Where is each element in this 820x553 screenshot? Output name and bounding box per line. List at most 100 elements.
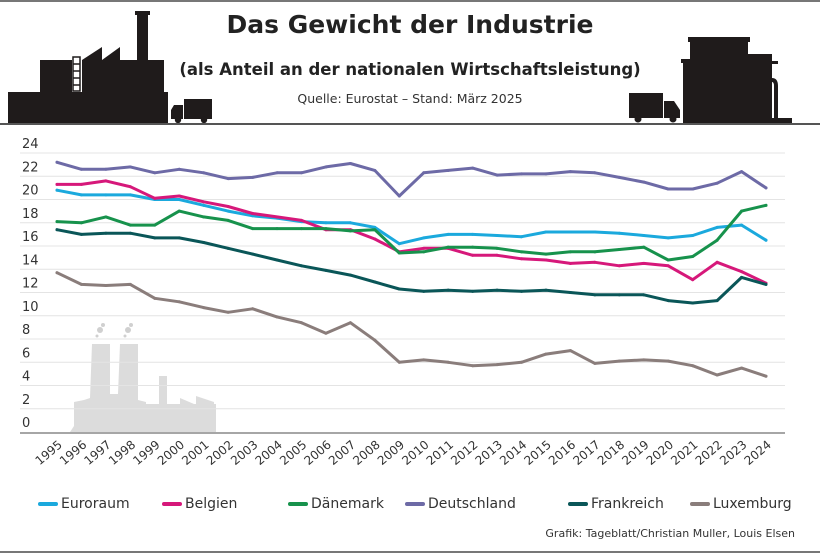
data-point bbox=[642, 180, 646, 184]
data-point bbox=[544, 172, 548, 176]
x-tick-label: 1997 bbox=[81, 438, 113, 468]
data-point bbox=[520, 289, 524, 293]
legend-item-deutschland: Deutschland bbox=[405, 496, 516, 512]
data-point bbox=[740, 209, 744, 213]
legend-swatch bbox=[38, 502, 58, 506]
data-point bbox=[79, 182, 83, 186]
data-point bbox=[593, 230, 597, 234]
data-point bbox=[202, 215, 206, 219]
series-luxemburg bbox=[55, 271, 768, 378]
data-point bbox=[373, 228, 377, 232]
data-point bbox=[397, 251, 401, 255]
y-tick-label: 24 bbox=[22, 137, 39, 152]
data-point bbox=[642, 293, 646, 297]
data-point bbox=[495, 246, 499, 250]
data-point bbox=[715, 238, 719, 242]
data-point bbox=[324, 331, 328, 335]
series-line bbox=[55, 271, 768, 378]
data-point bbox=[55, 228, 59, 232]
chart-subtitle: (als Anteil an der nationalen Wirtschaft… bbox=[179, 60, 641, 79]
legend-item-belgien: Belgien bbox=[162, 496, 237, 512]
legend-label: Deutschland bbox=[428, 496, 516, 512]
data-point bbox=[55, 188, 59, 192]
x-tick-label: 2013 bbox=[473, 438, 505, 468]
series-dänemark bbox=[55, 203, 768, 262]
data-point bbox=[691, 187, 695, 191]
data-point bbox=[79, 232, 83, 236]
data-point bbox=[202, 203, 206, 207]
data-point bbox=[251, 211, 255, 215]
data-point bbox=[251, 227, 255, 231]
series-belgien bbox=[55, 179, 768, 285]
data-point bbox=[324, 227, 328, 231]
chart-title: Das Gewicht der Industrie bbox=[226, 10, 594, 39]
data-point bbox=[520, 172, 524, 176]
data-point bbox=[446, 360, 450, 364]
x-axis-ticks: 1995199619971998199920002001200220032004… bbox=[33, 438, 774, 468]
series-deutschland bbox=[55, 160, 768, 198]
data-point bbox=[617, 293, 621, 297]
data-point bbox=[153, 196, 157, 200]
data-point bbox=[446, 232, 450, 236]
data-point bbox=[275, 171, 279, 175]
data-point bbox=[764, 186, 768, 190]
data-point bbox=[373, 237, 377, 241]
data-point bbox=[55, 271, 59, 275]
data-point bbox=[544, 230, 548, 234]
data-point bbox=[104, 179, 108, 183]
data-point bbox=[348, 161, 352, 165]
data-point bbox=[226, 246, 230, 250]
x-tick-label: 2003 bbox=[228, 438, 260, 468]
legend-label: Belgien bbox=[185, 496, 238, 512]
x-tick-label: 2018 bbox=[595, 438, 627, 468]
data-point bbox=[177, 194, 181, 198]
data-point bbox=[617, 175, 621, 179]
y-tick-label: 10 bbox=[22, 300, 39, 315]
data-point bbox=[544, 252, 548, 256]
data-point bbox=[348, 221, 352, 225]
data-point bbox=[324, 268, 328, 272]
data-point bbox=[715, 373, 719, 377]
x-tick-label: 2006 bbox=[301, 438, 333, 468]
data-point bbox=[471, 253, 475, 257]
data-point bbox=[275, 215, 279, 219]
legend-label: Luxemburg bbox=[713, 496, 792, 512]
credit-note: Grafik: Tageblatt/Christian Muller, Loui… bbox=[545, 527, 795, 540]
data-point bbox=[740, 223, 744, 227]
series-line bbox=[55, 188, 768, 246]
series-line bbox=[55, 203, 768, 262]
x-tick-label: 2019 bbox=[619, 438, 651, 468]
legend-swatch bbox=[405, 502, 425, 506]
data-point bbox=[251, 175, 255, 179]
y-tick-label: 16 bbox=[22, 230, 39, 245]
data-point bbox=[715, 181, 719, 185]
legend-label: Dänemark bbox=[311, 496, 384, 512]
data-point bbox=[348, 229, 352, 233]
factory-silhouette-icon bbox=[8, 11, 168, 124]
data-point bbox=[593, 171, 597, 175]
y-tick-label: 18 bbox=[22, 207, 39, 222]
data-point bbox=[764, 374, 768, 378]
data-point bbox=[495, 234, 499, 238]
data-point bbox=[691, 278, 695, 282]
top-border bbox=[0, 0, 820, 2]
data-point bbox=[79, 221, 83, 225]
x-tick-label: 2024 bbox=[742, 438, 774, 468]
data-point bbox=[104, 284, 108, 288]
x-tick-label: 2008 bbox=[350, 438, 382, 468]
data-point bbox=[226, 204, 230, 208]
data-point bbox=[740, 366, 744, 370]
data-point bbox=[740, 170, 744, 174]
legend-label: Frankreich bbox=[591, 496, 664, 512]
data-point bbox=[153, 296, 157, 300]
legend: Euroraum Belgien Dänemark Deutschland Frankr… bbox=[20, 496, 800, 516]
data-point bbox=[568, 261, 572, 265]
data-point bbox=[666, 236, 670, 240]
data-point bbox=[715, 299, 719, 303]
x-tick-label: 2000 bbox=[155, 438, 187, 468]
data-point bbox=[128, 223, 132, 227]
data-point bbox=[422, 358, 426, 362]
data-point bbox=[55, 220, 59, 224]
data-point bbox=[764, 282, 768, 286]
data-point bbox=[666, 359, 670, 363]
